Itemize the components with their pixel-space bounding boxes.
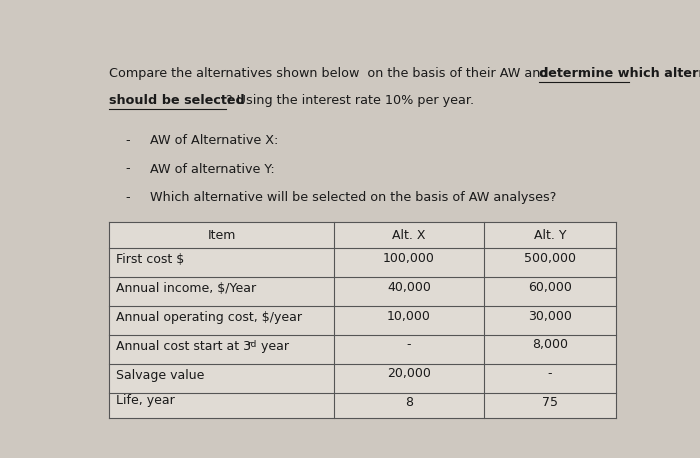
Text: determine which alternative: determine which alternative [540, 67, 700, 80]
Text: Which alternative will be selected on the basis of AW analyses?: Which alternative will be selected on th… [150, 191, 556, 204]
Text: 8,000: 8,000 [532, 338, 568, 351]
Text: Annual cost start at 3: Annual cost start at 3 [116, 339, 251, 353]
Text: -: - [125, 191, 130, 204]
Text: should be selected: should be selected [109, 94, 245, 107]
Text: 30,000: 30,000 [528, 310, 572, 322]
Text: 75: 75 [542, 396, 558, 409]
Text: AW of Alternative X:: AW of Alternative X: [150, 134, 279, 147]
Text: Annual operating cost, $/year: Annual operating cost, $/year [116, 311, 302, 324]
Text: Alt. X: Alt. X [392, 229, 426, 242]
Text: Item: Item [208, 229, 236, 242]
Text: year: year [258, 339, 289, 353]
Text: 40,000: 40,000 [387, 281, 431, 294]
Text: Annual income, $/Year: Annual income, $/Year [116, 282, 256, 295]
Text: Compare the alternatives shown below  on the basis of their AW and: Compare the alternatives shown below on … [109, 67, 553, 80]
Text: -: - [407, 338, 411, 351]
Text: 20,000: 20,000 [387, 367, 431, 381]
Text: AW of alternative Y:: AW of alternative Y: [150, 163, 274, 175]
Text: 10,000: 10,000 [387, 310, 431, 322]
Text: Salvage value: Salvage value [116, 369, 204, 382]
Text: First cost $: First cost $ [116, 253, 184, 266]
Text: 100,000: 100,000 [383, 252, 435, 265]
Text: 60,000: 60,000 [528, 281, 572, 294]
Text: 8: 8 [405, 396, 413, 409]
Text: ? Using the interest rate 10% per year.: ? Using the interest rate 10% per year. [226, 94, 474, 107]
Text: -: - [125, 134, 130, 147]
Text: rd: rd [248, 340, 257, 349]
Text: -: - [125, 163, 130, 175]
Text: 500,000: 500,000 [524, 252, 576, 265]
Text: Life, year: Life, year [116, 394, 174, 407]
Text: -: - [547, 367, 552, 381]
Text: Alt. Y: Alt. Y [533, 229, 566, 242]
